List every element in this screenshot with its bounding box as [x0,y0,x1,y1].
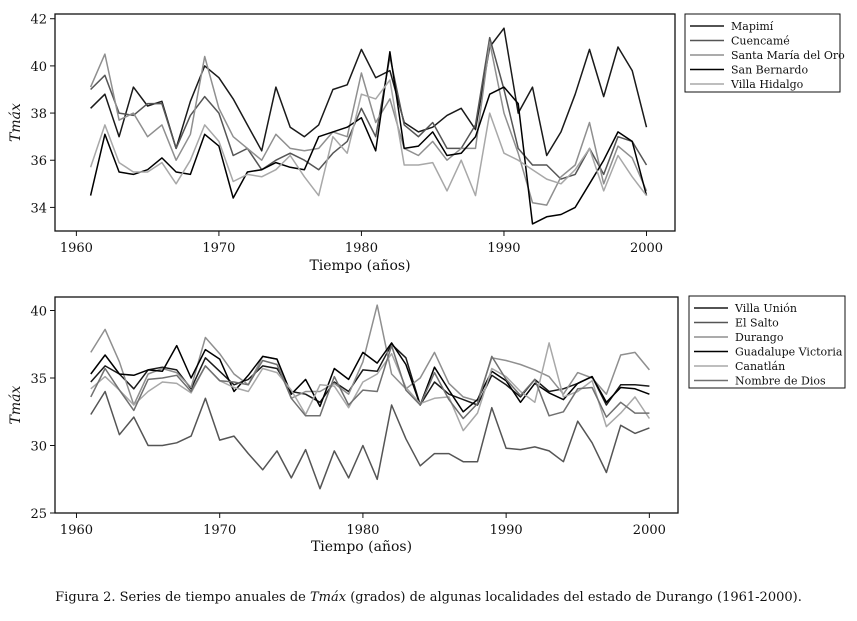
legend-label: Nombre de Dios [735,375,826,388]
legend-label: El Salto [735,317,779,330]
legend-box [684,13,841,93]
legend-label: San Bernardo [731,64,808,77]
y-tick-label: 42 [30,13,47,28]
y-tick-label: 34 [30,201,47,216]
series-line-2 [90,390,650,490]
series-line-5 [89,79,648,197]
x-tick-label: 1960 [60,241,93,256]
legend-box [688,295,846,389]
x-tick-label: 1970 [203,523,236,538]
legend-label: Mapimí [731,20,774,33]
caption-prefix: Figura 2. Series de tiempo anuales de [55,590,310,605]
legend-label: Villa Unión [734,302,797,315]
x-tick-label: 2000 [633,523,666,538]
x-tick-label: 1970 [202,241,235,256]
series-line-3 [90,304,650,406]
legend-label: Durango [735,331,784,344]
y-axis-label: Tmáx [8,103,24,142]
x-axis-label: Tiempo (años) [311,539,412,555]
y-tick-label: 30 [30,440,47,455]
legend-label: Canatlán [735,360,785,373]
legend-label: Guadalupe Victoria [735,346,843,359]
series-line-4 [90,342,650,413]
series-line-1 [90,27,648,157]
x-tick-label: 1980 [346,523,379,538]
y-tick-label: 36 [30,154,47,169]
x-tick-label: 1990 [490,523,523,538]
y-axis-label: Tmáx [8,385,24,424]
plot-frame [54,296,679,514]
y-tick-label: 38 [30,107,47,122]
plot-frame [54,13,676,232]
chart-top: 1960 1970 1980 1990 2000 34 36 38 40 42 Tiempo (añ… [8,13,845,274]
caption-variable: Tmáx [310,590,347,605]
legend-label: Cuencamé [731,35,790,48]
y-tick-label: 35 [30,372,47,387]
y-tick-label: 40 [30,60,47,75]
legend-label: Villa Hidalgo [730,78,804,91]
series-line-2 [90,36,648,180]
y-tick-label: 40 [30,305,47,320]
x-tick-label: 1990 [487,241,520,256]
y-tick-label: 25 [30,507,47,522]
x-axis-label: Tiempo (años) [309,258,410,274]
caption-suffix: (grados) de algunas localidades del esta… [346,590,802,605]
series-line-5 [90,342,651,432]
figure-caption: Figura 2. Series de tiempo anuales de Tm… [0,590,857,605]
chart-bottom: 1960 1970 1980 1990 2000 25 30 35 40 Tiempo (años… [8,295,846,555]
series-line-6 [90,344,650,420]
series-line-4 [89,50,648,225]
series-line-3 [89,41,648,206]
legend-label: Santa María del Oro [731,49,845,62]
x-tick-label: 2000 [630,241,663,256]
x-tick-label: 1980 [345,241,378,256]
x-tick-label: 1960 [60,523,93,538]
